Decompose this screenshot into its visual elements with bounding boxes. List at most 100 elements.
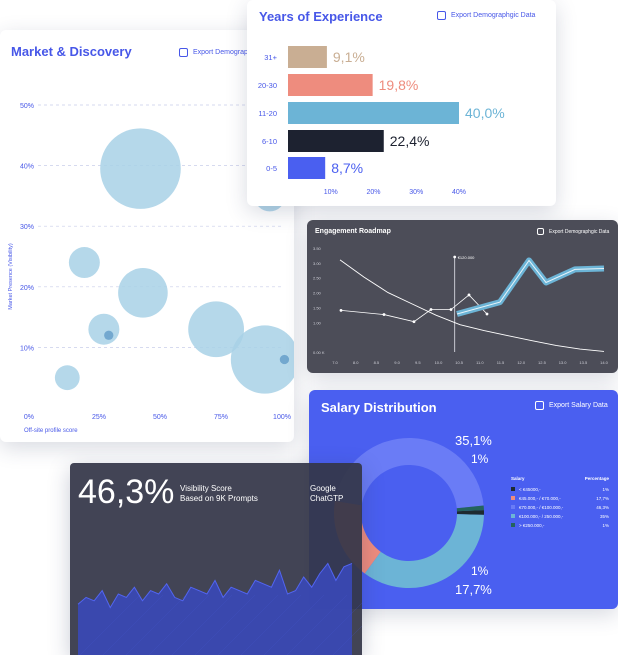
salary-legend-swatch	[511, 505, 515, 509]
market-y-tick: 20%	[20, 285, 34, 292]
engagement-x-tick: 12.0	[517, 360, 526, 365]
experience-bar-chart: 31+ 9,1% 20-30 19,8% 11-20 40,0% 6-10 22,4% 0-5 8…	[258, 46, 505, 196]
market-y-tick: 30%	[20, 224, 34, 231]
engagement-x-tick: 13.5	[579, 360, 588, 365]
experience-value-label: 9,1%	[333, 49, 365, 65]
engagement-series-1-point	[485, 312, 489, 316]
salary-legend-swatch	[511, 487, 515, 491]
experience-category: 31+	[264, 53, 277, 62]
engagement-x-tick: 11.0	[476, 360, 484, 365]
experience-export-label: Export Demographgic Data	[451, 12, 536, 19]
market-bubble	[230, 325, 294, 394]
market-x-tick: 75%	[214, 414, 228, 421]
market-x-tick: 100%	[273, 414, 291, 421]
engagement-series-2-core	[456, 259, 605, 315]
engagement-x-tick: 9.5	[415, 360, 421, 365]
experience-value-label: 19,8%	[379, 77, 419, 93]
engagement-series-1-point	[412, 320, 416, 324]
market-bubble	[100, 128, 181, 209]
engagement-y-tick: 0.00 K	[313, 350, 325, 355]
market-x-label: Off-site profile score	[24, 428, 78, 434]
engagement-title: Engagement Roadmap	[315, 228, 391, 235]
market-y-label: Market Presence (Visibility)	[8, 243, 14, 310]
market-bubble	[68, 247, 100, 279]
engagement-series-1-point	[449, 308, 453, 311]
salary-export-checkbox[interactable]	[535, 401, 544, 410]
salary-label-1-b: 1%	[471, 564, 489, 578]
salary-legend-label: > €250.000,-	[519, 523, 545, 528]
market-x-tick: 0%	[24, 414, 34, 421]
experience-category: 20-30	[258, 81, 277, 90]
engagement-export[interactable]: Export Demographgic Data	[537, 228, 609, 235]
salary-legend-label: €45.000,- / €70.000,-	[519, 496, 561, 501]
engagement-y-tick: 3.50	[313, 246, 322, 251]
engagement-card: Engagement Roadmap Export Demographgic D…	[307, 220, 618, 373]
engagement-x-tick: 8.0	[353, 360, 359, 365]
engagement-y-tick: 1.50	[313, 305, 322, 310]
experience-card: Years of Experience Export Demographgic …	[247, 0, 556, 206]
engagement-x-tick: 9.0	[394, 360, 400, 365]
experience-export-checkbox[interactable]	[437, 11, 446, 20]
salary-label-top: 35,1%	[455, 433, 492, 448]
visibility-hatch	[102, 594, 164, 655]
visibility-hatch	[171, 594, 233, 655]
market-x-tick: 25%	[92, 414, 106, 421]
visibility-hatch	[217, 594, 279, 655]
visibility-area	[78, 563, 352, 655]
salary-label-1-a: 1%	[471, 452, 489, 466]
experience-value-label: 8,7%	[331, 160, 363, 176]
salary-legend-header-salary: Salary	[511, 476, 525, 481]
salary-legend-swatch	[511, 514, 515, 518]
engagement-x-tick: 13.0	[559, 360, 568, 365]
visibility-hatch	[125, 594, 187, 655]
experience-x-tick: 40%	[452, 189, 466, 196]
visibility-hatch	[194, 594, 256, 655]
experience-bar	[288, 130, 384, 152]
market-discovery-title: Market & Discovery	[11, 44, 132, 59]
engagement-export-label: Export Demographgic Data	[549, 228, 610, 235]
salary-title: Salary Distribution	[321, 400, 437, 415]
engagement-line-chart: 0.00 K 1.00 1.50 2.00 2.50 3.00 3.50 7.0 8.0 8.5 9…	[313, 246, 609, 365]
experience-category: 0-5	[266, 164, 277, 173]
engagement-series-3	[339, 259, 605, 352]
salary-legend-pct: 17,7%	[596, 496, 609, 501]
engagement-series-1-point	[339, 309, 343, 312]
experience-export[interactable]: Export Demographgic Data	[437, 11, 535, 20]
visibility-line	[77, 562, 353, 609]
salary-legend-pct: 35%	[600, 514, 609, 519]
visibility-source-line2: ChatGTP	[310, 494, 344, 503]
experience-bar	[288, 102, 459, 124]
experience-category: 6-10	[262, 137, 277, 146]
salary-export[interactable]: Export Salary Data	[535, 401, 608, 410]
market-bubble	[279, 354, 290, 365]
market-export-checkbox[interactable]	[179, 48, 188, 57]
engagement-series-1	[340, 294, 488, 323]
salary-legend-label: < €45000,-	[519, 487, 541, 492]
market-y-tick: 50%	[20, 103, 34, 110]
engagement-export-checkbox[interactable]	[537, 228, 544, 235]
engagement-x-tick: 14.0	[600, 360, 609, 365]
salary-slice	[456, 510, 484, 515]
salary-label-bottom: 17,7%	[455, 582, 492, 597]
engagement-marker-label: €120.000	[458, 255, 475, 260]
visibility-value: 46,3%	[78, 473, 175, 511]
visibility-hatch	[79, 594, 141, 655]
engagement-x-tick: 10.0	[435, 360, 444, 365]
experience-bar	[288, 74, 373, 96]
engagement-y-tick: 3.00	[313, 261, 322, 266]
experience-bar	[288, 46, 327, 68]
market-export[interactable]: Export Demographic Data	[179, 48, 274, 57]
engagement-x-tick: 11.5	[497, 360, 505, 365]
engagement-x-tick: 7.0	[332, 360, 338, 365]
visibility-hatch	[263, 594, 325, 655]
engagement-y-tick: 2.50	[313, 276, 322, 281]
visibility-card: 46,3% Visibility Score Based on 9K Promp…	[70, 463, 362, 655]
salary-legend-label: €100.000,- / 250.000,-	[519, 514, 564, 519]
visibility-label-line1: Visibility Score	[180, 484, 232, 493]
experience-value-label: 40,0%	[465, 105, 505, 121]
market-bubble	[118, 268, 168, 318]
market-bubble	[54, 365, 80, 391]
engagement-series-1-point	[382, 313, 386, 316]
market-bubble	[188, 301, 245, 358]
experience-x-tick: 10%	[324, 189, 338, 196]
